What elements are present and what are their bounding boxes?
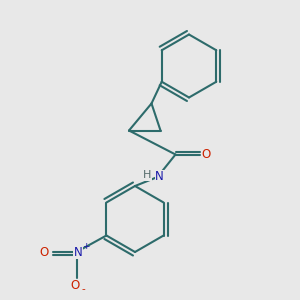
Text: O: O — [202, 148, 211, 161]
Text: H: H — [143, 170, 151, 181]
Text: O: O — [70, 279, 80, 292]
Text: -: - — [81, 284, 85, 294]
Text: O: O — [40, 245, 49, 259]
Text: N: N — [74, 245, 83, 259]
Text: +: + — [82, 242, 90, 251]
Text: N: N — [155, 170, 164, 184]
